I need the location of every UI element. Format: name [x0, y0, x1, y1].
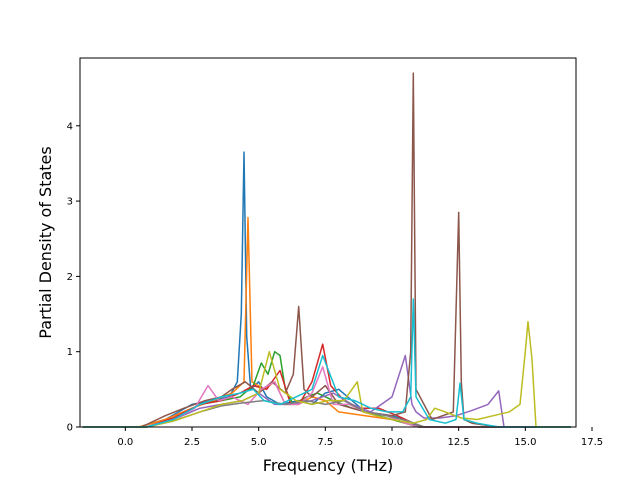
y-tick-label: 4 [67, 121, 73, 132]
x-tick-label: 17.5 [581, 437, 603, 448]
plot-area-frame [79, 57, 577, 428]
x-tick-label: 0.0 [117, 437, 133, 448]
y-tick-label: 0 [67, 423, 73, 434]
x-tick-label: 7.5 [317, 437, 333, 448]
series-line-1 [82, 151, 571, 428]
y-tick-label: 2 [67, 272, 73, 283]
series-line-9 [82, 320, 571, 428]
series-lines [82, 72, 571, 428]
x-tick-label: 12.5 [448, 437, 470, 448]
y-tick-label: 1 [67, 347, 73, 358]
series-line-6 [82, 72, 571, 428]
x-tick-label: 15.0 [514, 437, 536, 448]
series-line-4 [82, 343, 571, 428]
y-axis-label: Partial Density of States [36, 146, 55, 338]
series-line-8 [82, 399, 571, 428]
x-axis-ticks: 0.0 2.5 5.0 7.5 10.0 12.5 15.0 17.5 [117, 427, 603, 448]
y-tick-label: 3 [67, 197, 73, 208]
x-tick-label: 10.0 [381, 437, 403, 448]
y-axis-ticks: 0 1 2 3 4 [67, 121, 80, 434]
series-line-10 [82, 298, 571, 428]
x-tick-label: 5.0 [251, 437, 267, 448]
x-tick-label: 2.5 [184, 437, 200, 448]
x-axis-label: Frequency (THz) [263, 456, 393, 475]
